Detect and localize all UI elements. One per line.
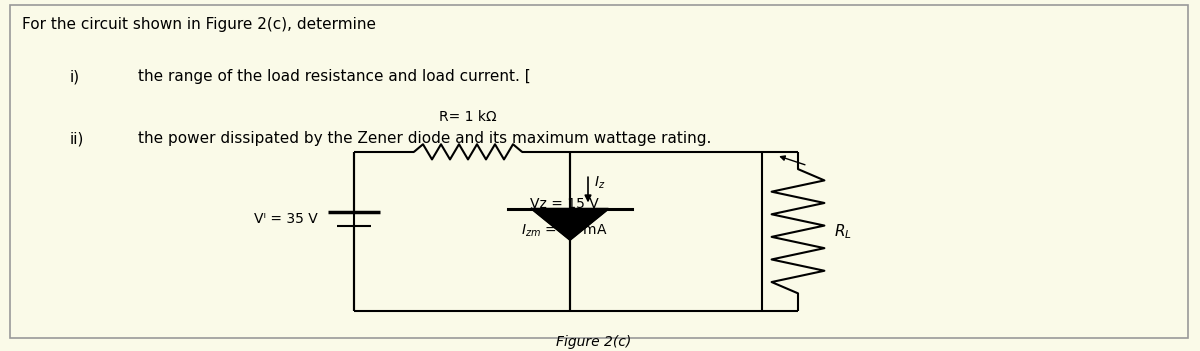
- Text: ii): ii): [70, 131, 84, 146]
- Polygon shape: [532, 209, 608, 240]
- Text: $R_L$: $R_L$: [834, 222, 852, 240]
- FancyBboxPatch shape: [10, 5, 1188, 338]
- Text: Vᴵ = 35 V: Vᴵ = 35 V: [254, 212, 318, 226]
- Text: For the circuit shown in Figure 2(c), determine: For the circuit shown in Figure 2(c), de…: [22, 17, 376, 32]
- Text: Vz = 15 V: Vz = 15 V: [529, 197, 599, 211]
- Text: the range of the load resistance and load current. [: the range of the load resistance and loa…: [138, 69, 530, 84]
- Text: $I_z$: $I_z$: [594, 175, 605, 191]
- Text: $I_{zm}$ = 16 mA: $I_{zm}$ = 16 mA: [521, 223, 607, 239]
- Text: Figure 2(c): Figure 2(c): [557, 335, 631, 349]
- Text: R= 1 kΩ: R= 1 kΩ: [439, 110, 497, 124]
- Text: the power dissipated by the Zener diode and its maximum wattage rating.: the power dissipated by the Zener diode …: [138, 131, 712, 146]
- Text: i): i): [70, 69, 79, 84]
